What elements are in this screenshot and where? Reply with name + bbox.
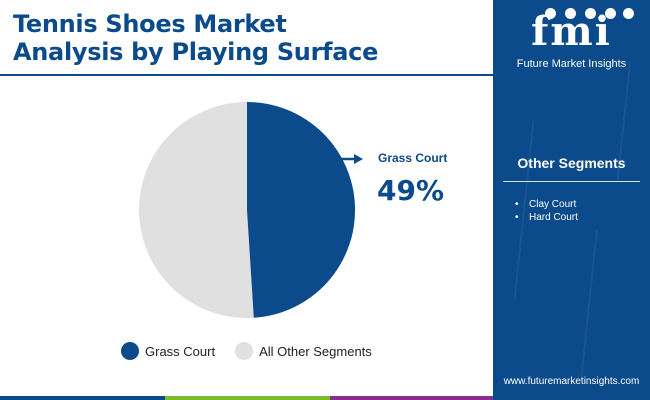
callout-arrow-head [354, 154, 363, 164]
legend-label-grass-court: Grass Court [145, 343, 216, 359]
page-title: Tennis Shoes Market Analysis by Playing … [13, 10, 483, 66]
bottom-color-bar [0, 396, 650, 400]
legend-swatch-other-segments [235, 342, 254, 360]
logo-wordmark: fmi [531, 8, 612, 55]
bottom-bar-segment [330, 396, 493, 400]
legend-label-other-segments: All Other Segments [259, 343, 372, 359]
pie-slice-other-segments [139, 102, 254, 318]
logo-sport-icons [545, 8, 635, 24]
bottom-bar-segment [493, 396, 650, 400]
pie-chart: Grass Court 49% [139, 101, 447, 318]
pie-slice-grass-court [247, 101, 356, 318]
other-segments-divider [503, 181, 640, 182]
other-segments-list: Clay Court Hard Court [515, 198, 578, 224]
bottom-bar-segment [165, 396, 330, 400]
sport-icon [545, 8, 556, 19]
legend-item-grass-court: Grass Court [121, 342, 215, 360]
segment-item-clay-court: Clay Court [515, 198, 578, 211]
title-line-1: Tennis Shoes Market [13, 10, 287, 38]
fmi-logo: fmi Future Market Insights [493, 8, 650, 72]
title-divider [0, 74, 493, 76]
callout-label: Grass Court [378, 151, 447, 165]
segment-item-hard-court: Hard Court [515, 211, 578, 224]
chart-legend: Grass Court All Other Segments [121, 342, 392, 360]
sport-icon [565, 8, 576, 19]
sport-icon [605, 8, 616, 19]
panel-texture [580, 230, 598, 380]
sport-icon [585, 8, 596, 19]
bottom-bar-segment [0, 396, 165, 400]
callout-value: 49% [377, 174, 444, 207]
title-line-2: Analysis by Playing Surface [13, 38, 379, 66]
legend-swatch-grass-court [121, 342, 139, 360]
website-url: www.futuremarketinsights.com [503, 376, 640, 387]
other-segments-title: Other Segments [517, 155, 626, 171]
sport-icon [623, 8, 634, 19]
side-panel: fmi Future Market Insights Other Segment… [493, 0, 650, 400]
legend-item-other-segments: All Other Segments [235, 342, 372, 360]
logo-subtitle: Future Market Insights [516, 58, 627, 70]
